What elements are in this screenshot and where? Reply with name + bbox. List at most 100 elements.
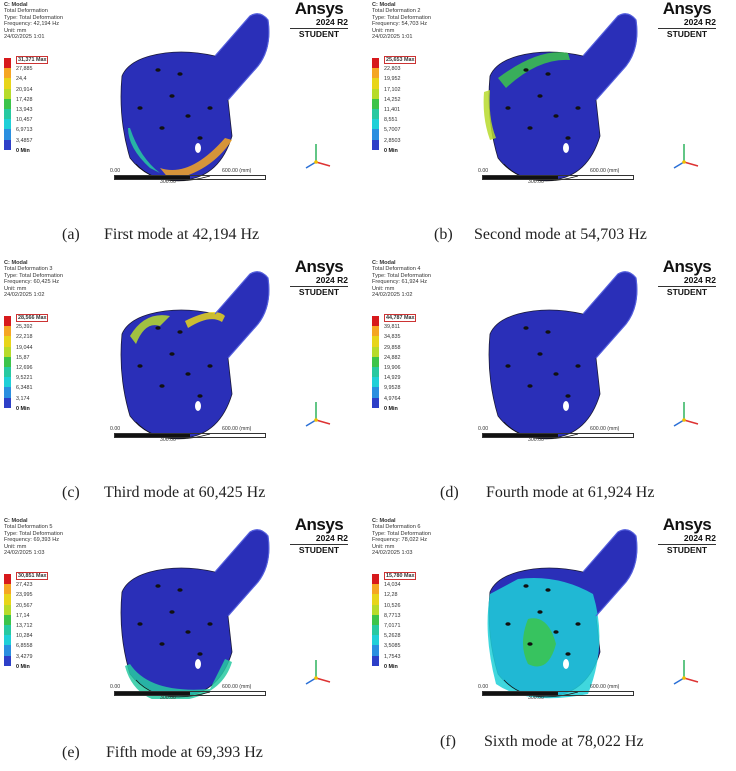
ansys-logo: Ansys 2024 R2 STUDENT — [658, 0, 716, 39]
legend-level: 13,943 — [4, 107, 64, 120]
legend-value: 0 Min — [384, 147, 398, 154]
header-line: Type: Total Deformation — [4, 530, 63, 537]
model-slot — [563, 143, 569, 153]
header-line: C: Modal — [372, 518, 396, 524]
header-line: Type: Total Deformation — [372, 530, 431, 537]
result-header: C: Modal Total Deformation 4 Type: Total D… — [372, 260, 431, 298]
legend-level: 25,392 — [4, 324, 64, 337]
scale-ruler: 0.00 300.00 600.00 (mm) — [478, 168, 634, 185]
legend-value: 0 Min — [16, 147, 30, 154]
logo-s: STUDENT — [666, 545, 708, 555]
model-handle-edge — [582, 13, 638, 101]
legend-level: 0 Min — [372, 664, 432, 676]
legend-swatch — [372, 635, 379, 646]
model-hole — [169, 352, 175, 356]
legend-level: 19,952 — [372, 76, 432, 89]
legend-value: 10,284 — [16, 633, 33, 640]
contour-legend: 28,566 Max 25,392 22,218 19,044 15,87 12,696 9… — [4, 314, 64, 418]
header-line: Unit: mm — [372, 285, 395, 292]
legend-swatch — [4, 635, 11, 646]
header-line: Frequency: 78,022 Hz — [372, 537, 428, 544]
legend-level: 5,2628 — [372, 633, 432, 646]
legend-level: 27,885 — [4, 66, 64, 79]
logo-v: 2024 R2 — [315, 533, 348, 543]
legend-level: 0 Min — [4, 147, 64, 160]
scale-label: 300.00 — [160, 179, 176, 185]
undeformed-outline — [135, 163, 211, 182]
header-line: Unit: mm — [372, 543, 395, 550]
legend-value: 6,8558 — [16, 643, 33, 650]
logo-s: STUDENT — [666, 29, 708, 39]
legend-level: 19,044 — [4, 345, 64, 357]
legend-swatch — [4, 88, 11, 99]
model-hole — [185, 114, 191, 118]
model-slot — [563, 401, 569, 411]
legend-swatch — [372, 58, 379, 69]
legend-level: 14,252 — [372, 96, 432, 109]
legend-level: 24,4 — [4, 76, 64, 89]
caption-text: Fifth mode at 69,393 Hz — [106, 744, 263, 761]
model-hole — [553, 114, 559, 118]
model-hole — [505, 622, 511, 626]
scale-label: 300.00 — [160, 695, 176, 701]
header-line: Type: Total Deformation — [4, 272, 63, 279]
model-hole — [575, 622, 581, 626]
legend-value: 0 Min — [16, 405, 30, 412]
legend-level: 20,567 — [4, 603, 64, 615]
axis-triad-icon — [673, 144, 699, 169]
scale-ruler: 0.00 300.00 600.00 (mm) — [110, 168, 266, 185]
legend-swatch — [372, 655, 379, 666]
legend-value: 6,3481 — [16, 385, 33, 392]
legend-level: 9,9528 — [372, 385, 432, 398]
result-header: C: Modal Total Deformation 2 Type: Total D… — [372, 2, 431, 40]
caption-text: Second mode at 54,703 Hz — [474, 226, 647, 243]
model-hole — [169, 94, 175, 98]
contour-legend: 15,780 Max 14,034 12,28 10,526 8,7713 7,0171 5… — [372, 572, 432, 676]
legend-level: 2,8503 — [372, 138, 432, 150]
scale-label: 600.00 (mm) — [590, 684, 620, 690]
header-line: Unit: mm — [4, 285, 27, 292]
logo-n: Ansys — [294, 0, 344, 18]
legend-swatch — [372, 336, 379, 347]
legend-swatch — [4, 377, 11, 388]
model-hole — [523, 68, 529, 72]
legend-value: 3,4279 — [16, 653, 33, 660]
scale-label: 0.00 — [110, 168, 121, 174]
legend-level: 3,4279 — [4, 653, 64, 666]
legend-level: 1,7543 — [372, 654, 432, 666]
logo-v: 2024 R2 — [683, 17, 716, 27]
fe-model-view — [487, 529, 638, 699]
legend-level: 9,5221 — [4, 375, 64, 388]
legend-swatch — [372, 129, 379, 140]
legend-value: 6,9713 — [16, 127, 33, 134]
model-hole — [565, 394, 571, 398]
legend-value: 0 Min — [16, 663, 30, 670]
header-line: C: Modal — [372, 260, 396, 266]
contour-legend: 31,371 Max 27,885 24,4 20,914 17,428 13,943 10… — [4, 56, 64, 160]
legend-level: 0 Min — [372, 406, 432, 418]
logo-n: Ansys — [662, 257, 712, 276]
scale-bar-fill — [115, 434, 190, 437]
logo-v: 2024 R2 — [315, 17, 348, 27]
header-line: C: Modal — [372, 2, 396, 8]
model-hole — [505, 106, 511, 110]
legend-swatch — [372, 119, 379, 130]
legend-value: 27,423 — [16, 582, 33, 589]
legend-swatch — [4, 139, 11, 150]
scale-label: 600.00 (mm) — [222, 168, 252, 174]
logo-s: STUDENT — [298, 287, 340, 297]
deformation-zone — [523, 618, 556, 667]
legend-level: 12,696 — [4, 365, 64, 378]
legend-level: 8,551 — [372, 117, 432, 130]
caption-letter: (c) — [62, 484, 80, 501]
model-hole — [169, 610, 175, 614]
legend-level: 5,7007 — [372, 127, 432, 140]
legend-level: 17,14 — [4, 613, 64, 625]
legend-value: 4,9764 — [384, 395, 401, 402]
legend-value: 14,252 — [384, 96, 401, 103]
scale-label: 600.00 (mm) — [590, 426, 620, 432]
logo-rule — [658, 544, 716, 545]
legend-swatch — [372, 346, 379, 357]
legend-value: 24,4 — [16, 76, 27, 83]
legend-swatch — [4, 346, 11, 357]
